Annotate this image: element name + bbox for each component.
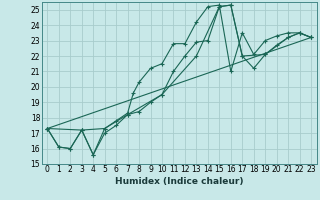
X-axis label: Humidex (Indice chaleur): Humidex (Indice chaleur): [115, 177, 244, 186]
